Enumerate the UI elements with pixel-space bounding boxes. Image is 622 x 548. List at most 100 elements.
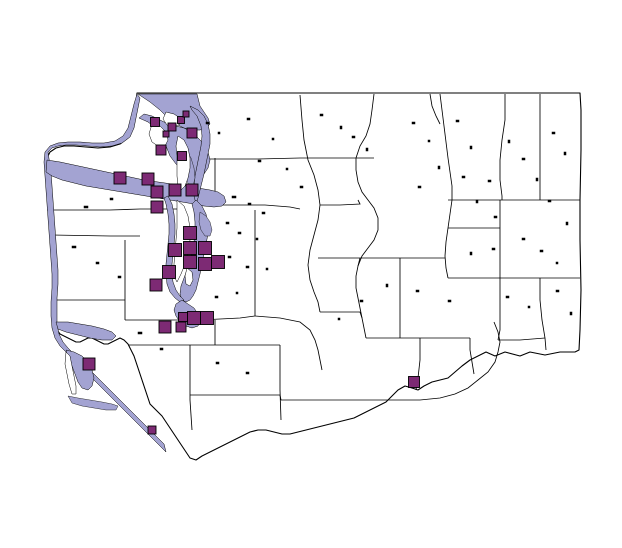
water-speck bbox=[535, 177, 539, 182]
columbia-river-mouth-water bbox=[67, 395, 119, 411]
site-marker[interactable] bbox=[150, 200, 164, 214]
site-marker[interactable] bbox=[408, 376, 420, 388]
water-speck bbox=[539, 249, 544, 253]
water-speck bbox=[227, 255, 232, 259]
county-boundaries-layer bbox=[47, 93, 580, 431]
county-boundary bbox=[125, 315, 256, 321]
grays-harbor-water bbox=[55, 321, 117, 341]
water-speck bbox=[214, 295, 219, 299]
county-boundary bbox=[254, 315, 323, 371]
site-marker[interactable] bbox=[150, 117, 160, 127]
site-marker[interactable] bbox=[177, 151, 187, 161]
water-speck bbox=[527, 305, 531, 309]
site-marker[interactable] bbox=[183, 241, 197, 255]
site-marker[interactable] bbox=[162, 265, 176, 279]
water-speck bbox=[493, 215, 498, 219]
water-speck bbox=[359, 299, 364, 303]
water-speck bbox=[565, 221, 569, 226]
site-marker[interactable] bbox=[147, 425, 157, 435]
water-speck bbox=[337, 317, 341, 321]
water-speck bbox=[521, 157, 526, 161]
county-boundary bbox=[429, 93, 441, 125]
county-boundary bbox=[189, 345, 193, 431]
site-marker[interactable] bbox=[158, 320, 172, 334]
water-speck bbox=[385, 283, 389, 288]
water-speck bbox=[447, 299, 452, 303]
water-speck bbox=[271, 137, 275, 141]
site-marker[interactable] bbox=[178, 312, 188, 322]
site-marker[interactable] bbox=[150, 185, 164, 199]
water-speck bbox=[257, 159, 262, 163]
site-marker[interactable] bbox=[183, 226, 197, 240]
water-speck bbox=[569, 311, 573, 316]
site-marker[interactable] bbox=[211, 255, 225, 269]
site-marker[interactable] bbox=[185, 183, 199, 197]
water-speck bbox=[255, 237, 259, 241]
county-boundary bbox=[197, 157, 374, 160]
county-boundary bbox=[469, 338, 475, 375]
water-speck bbox=[235, 291, 239, 295]
water-speck bbox=[245, 265, 250, 269]
whidbey-island bbox=[175, 135, 191, 191]
water-speck bbox=[137, 331, 143, 335]
water-speck bbox=[245, 371, 250, 375]
water-speck bbox=[415, 289, 420, 293]
water-speck bbox=[551, 131, 556, 135]
site-marker[interactable] bbox=[141, 172, 155, 186]
site-marker[interactable] bbox=[177, 116, 185, 124]
county-boundary bbox=[190, 394, 282, 401]
site-marker[interactable] bbox=[198, 257, 212, 271]
site-marker[interactable] bbox=[82, 357, 96, 371]
water-speck bbox=[339, 125, 343, 130]
water-speck bbox=[83, 205, 89, 209]
site-marker[interactable] bbox=[200, 311, 214, 325]
water-speck bbox=[285, 167, 289, 171]
site-marker[interactable] bbox=[168, 183, 182, 197]
county-boundary bbox=[497, 278, 501, 341]
water-speck bbox=[319, 113, 324, 117]
county-boundary bbox=[279, 345, 282, 421]
site-marker[interactable] bbox=[186, 127, 198, 139]
water-speck bbox=[547, 199, 552, 203]
water-speck bbox=[505, 295, 510, 299]
water-speck bbox=[411, 121, 416, 125]
site-marker[interactable] bbox=[198, 241, 212, 255]
water-speck bbox=[351, 135, 356, 139]
water-speck bbox=[521, 237, 526, 241]
water-speck bbox=[117, 275, 122, 279]
county-boundary bbox=[299, 94, 321, 313]
water-speck bbox=[215, 361, 220, 365]
site-marker[interactable] bbox=[187, 311, 201, 325]
site-marker[interactable] bbox=[183, 255, 197, 269]
water-speck bbox=[246, 117, 251, 121]
water-speck bbox=[475, 199, 479, 204]
water-speck bbox=[417, 185, 422, 189]
water-speck bbox=[427, 139, 431, 143]
county-boundary bbox=[51, 234, 140, 237]
inland-water-specks-layer bbox=[71, 113, 573, 375]
site-marker[interactable] bbox=[167, 122, 177, 132]
water-speck bbox=[225, 221, 230, 225]
site-marker[interactable] bbox=[168, 243, 182, 257]
county-boundary bbox=[498, 337, 546, 341]
water-speck bbox=[487, 179, 492, 183]
county-boundary bbox=[320, 311, 363, 319]
site-marker[interactable] bbox=[175, 321, 187, 333]
water-speck bbox=[507, 139, 511, 144]
county-boundary bbox=[320, 199, 361, 206]
islands-layer bbox=[64, 111, 194, 395]
site-marker[interactable] bbox=[113, 171, 127, 185]
county-boundary bbox=[439, 93, 453, 279]
site-markers-layer[interactable] bbox=[82, 110, 420, 435]
water-speck bbox=[437, 165, 441, 170]
site-marker[interactable] bbox=[162, 130, 170, 138]
kitsap-peninsula bbox=[173, 199, 191, 283]
water-speck bbox=[365, 147, 369, 152]
site-marker[interactable] bbox=[155, 144, 167, 156]
water-speck bbox=[265, 267, 269, 271]
water-speck bbox=[455, 119, 460, 123]
site-marker[interactable] bbox=[182, 110, 190, 118]
site-marker[interactable] bbox=[149, 278, 163, 292]
water-speck bbox=[555, 289, 560, 293]
